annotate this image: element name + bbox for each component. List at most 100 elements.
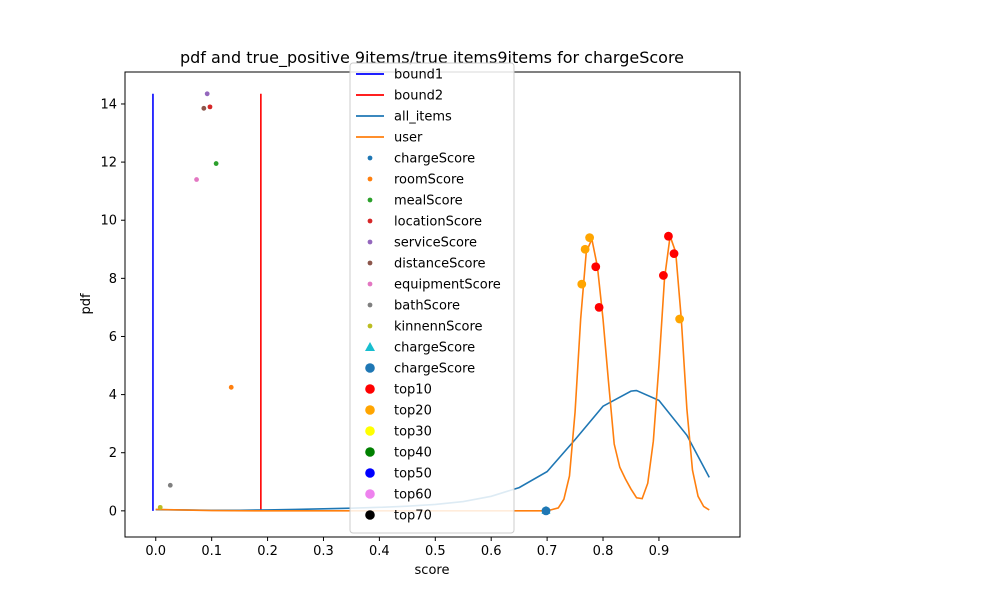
y-tick-label: 8 <box>109 272 117 287</box>
legend-marker-swatch <box>367 176 373 182</box>
legend-marker-swatch <box>365 384 375 394</box>
x-tick-label: 0.3 <box>313 544 334 559</box>
legend-label: serviceScore <box>394 236 477 251</box>
x-tick-label: 0.0 <box>145 544 166 559</box>
legend-item-chargescore: chargeScore <box>367 152 475 167</box>
legend-marker-swatch <box>367 155 373 161</box>
legend-label: chargeScore <box>394 362 475 377</box>
legend-item-distancescore: distanceScore <box>367 257 486 272</box>
legend-label: mealScore <box>394 194 463 209</box>
legend-marker-swatch <box>367 323 373 329</box>
legend-label: top20 <box>394 404 432 419</box>
legend-label: all_items <box>394 110 452 125</box>
mealscore-point <box>213 161 219 166</box>
top10-point <box>664 231 673 241</box>
bathscore-point <box>167 482 173 488</box>
legend-item-top20: top20 <box>365 404 432 419</box>
y-tick-label: 10 <box>100 214 117 229</box>
legend-item-chargescore: chargeScore <box>365 362 475 377</box>
locationscore-point <box>207 104 213 110</box>
legend-item-bathscore: bathScore <box>367 299 460 314</box>
legend-marker-swatch <box>365 405 375 415</box>
y-tick-label: 0 <box>109 504 117 519</box>
legend-item-all-items: all_items <box>356 110 452 125</box>
x-tick-label: 0.6 <box>481 544 502 559</box>
legend-label: top70 <box>394 509 432 524</box>
y-axis: 0 2 4 6 8 10 12 14 <box>100 97 125 519</box>
legend-item-equipmentscore: equipmentScore <box>367 278 501 293</box>
legend-marker-swatch <box>365 447 375 457</box>
x-tick-label: 0.9 <box>649 544 670 559</box>
legend-label: bound2 <box>394 89 443 104</box>
legend-label: top60 <box>394 488 432 503</box>
legend-label: user <box>394 131 423 146</box>
legend-label: equipmentScore <box>394 278 501 293</box>
y-tick-label: 14 <box>100 97 117 112</box>
legend-item-top40: top40 <box>365 446 432 461</box>
legend-marker-swatch <box>367 260 373 266</box>
legend-label: locationScore <box>394 215 482 230</box>
legend-label: bound1 <box>394 68 443 83</box>
legend-label: bathScore <box>394 299 460 314</box>
equipmentscore-point <box>194 177 199 182</box>
y-tick-label: 12 <box>100 156 117 171</box>
x-tick-label: 0.7 <box>537 544 558 559</box>
legend-item-user: user <box>356 131 423 146</box>
top10-point <box>591 262 601 272</box>
roomscore-point <box>228 384 234 390</box>
legend-item-mealscore: mealScore <box>367 194 463 209</box>
top20-point <box>577 279 587 289</box>
legend-label: kinnennScore <box>394 320 483 335</box>
legend-marker-swatch <box>367 302 373 308</box>
legend-label: top50 <box>394 467 432 482</box>
legend-marker-swatch <box>367 281 373 287</box>
y-tick-label: 2 <box>109 446 117 461</box>
top20-point <box>580 244 590 254</box>
legend-marker-swatch <box>367 218 373 224</box>
top10-point <box>594 303 604 312</box>
legend-item-top50: top50 <box>365 467 432 482</box>
x-axis-label: score <box>415 563 450 578</box>
legend-label: top10 <box>394 383 432 398</box>
y-tick-label: 6 <box>109 330 117 345</box>
x-tick-label: 0.8 <box>593 544 614 559</box>
legend-item-roomscore: roomScore <box>367 173 464 188</box>
legend-marker-swatch <box>367 197 373 203</box>
legend-marker-swatch <box>365 489 375 499</box>
chargescore-point <box>541 506 551 516</box>
legend-label: distanceScore <box>394 257 486 272</box>
y-tick-label: 4 <box>109 388 117 403</box>
legend-item-top60: top60 <box>365 488 432 503</box>
legend-label: top40 <box>394 446 432 461</box>
legend-item-top30: top30 <box>365 425 432 440</box>
legend-triangle-swatch <box>365 342 375 351</box>
legend-label: roomScore <box>394 173 464 188</box>
kinnennscore-point <box>157 504 163 510</box>
legend-item-kinnennscore: kinnennScore <box>367 320 483 335</box>
legend-marker-swatch <box>365 468 375 478</box>
legend-marker-swatch <box>365 363 375 373</box>
legend-label: chargeScore <box>394 152 475 167</box>
x-axis: 0.0 0.1 0.2 0.3 0.4 0.5 0.6 0.7 0.8 0.9 <box>145 537 669 559</box>
top20-point <box>585 233 595 243</box>
x-tick-label: 0.5 <box>425 544 446 559</box>
top10-point <box>659 271 668 280</box>
legend-marker-swatch <box>367 239 373 245</box>
x-tick-label: 0.2 <box>257 544 278 559</box>
legend-box <box>349 62 515 534</box>
legend-item-top70: top70 <box>365 509 432 524</box>
servicescore-point <box>204 91 210 97</box>
legend-item-bound1: bound1 <box>356 68 443 83</box>
legend-item-servicescore: serviceScore <box>367 236 477 251</box>
x-tick-label: 0.4 <box>369 544 390 559</box>
legend-item-top10: top10 <box>365 383 432 398</box>
top10-point <box>669 249 679 259</box>
legend-item-locationscore: locationScore <box>367 215 482 230</box>
legend-item-chargescore: chargeScore <box>365 341 475 356</box>
legend-label: top30 <box>394 425 432 440</box>
x-tick-label: 0.1 <box>201 544 222 559</box>
y-axis-label: pdf <box>79 293 94 315</box>
distancescore-point <box>201 105 207 111</box>
